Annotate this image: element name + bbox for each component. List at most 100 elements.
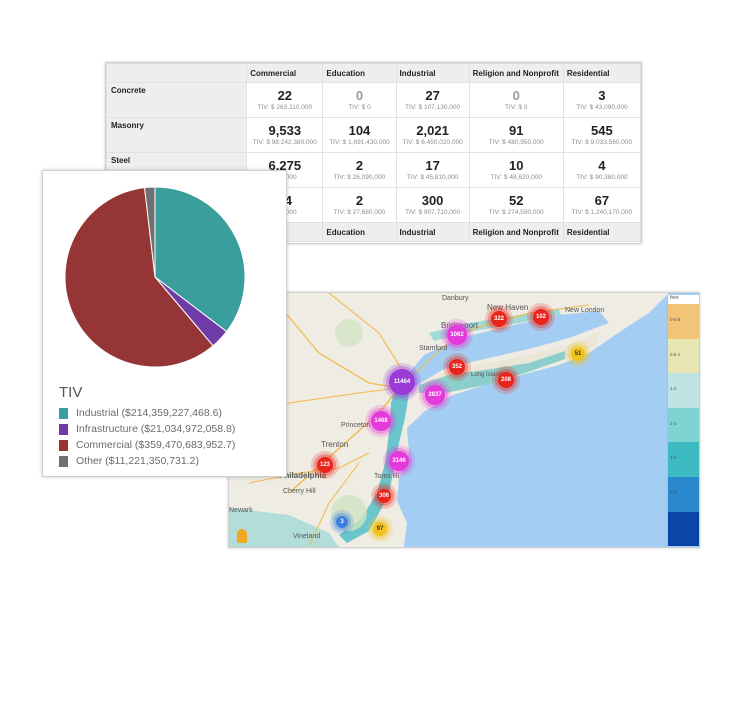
map-cluster-marker[interactable]: 3146 xyxy=(389,451,409,471)
map-label: Newark xyxy=(229,507,253,514)
column-header[interactable]: Religion and Nonprofit xyxy=(468,63,564,83)
cell-tiv: TIV: $ 274,590,000 xyxy=(488,208,544,216)
cell-count: 3 xyxy=(598,87,606,103)
legend-item-other[interactable]: Other ($11,221,350,731.2) xyxy=(59,453,235,469)
scale-band: 3-4 xyxy=(668,442,699,477)
map-cluster-marker[interactable]: 11464 xyxy=(389,369,415,395)
flood-map[interactable]: Danbury New Haven New London Bridgeport … xyxy=(228,292,700,548)
scale-band: 0-0.5 xyxy=(668,304,699,339)
table-cell[interactable]: 2 TIV: $ 27,680,000 xyxy=(322,187,397,223)
table-header-row: Commercial Education Industrial Religion… xyxy=(105,63,642,83)
column-header[interactable]: Education xyxy=(322,63,397,83)
cell-tiv: TIV: $ 6,450,020,000 xyxy=(402,138,463,146)
table-cell[interactable]: 17 TIV: $ 45,810,000 xyxy=(395,152,470,188)
table-cell[interactable]: 52 TIV: $ 274,590,000 xyxy=(468,187,564,223)
cell-tiv: TIV: $ 27,680,000 xyxy=(333,208,386,216)
legend-item-commercial[interactable]: Commercial ($359,470,683,952.7) xyxy=(59,437,235,453)
cell-tiv: TIV: $ 48,620,000 xyxy=(490,173,542,181)
table-cell[interactable]: 0 TIV: $ 0 xyxy=(322,82,397,118)
legend-item-infrastructure[interactable]: Infrastructure ($21,034,972,058.8) xyxy=(59,421,235,437)
column-header[interactable]: Commercial xyxy=(246,63,324,83)
pie-slice-other[interactable] xyxy=(143,186,156,278)
flood-depth-scale: feet 0-0.5 0.5-1 1-2 2-3 3-4 4-5 xyxy=(667,295,699,547)
cell-count: 0 xyxy=(512,87,520,103)
legend-item-industrial[interactable]: Industrial ($214,359,227,468.6) xyxy=(59,405,235,421)
table-cell[interactable]: 3 TIV: $ 43,090,000 xyxy=(562,82,642,118)
map-cluster-marker[interactable]: 208 xyxy=(498,372,514,388)
cell-tiv: TIV: $ 98,242,380,000 xyxy=(252,138,317,146)
map-canvas[interactable] xyxy=(229,293,699,547)
table-cell[interactable]: 67 TIV: $ 1,240,170,000 xyxy=(562,187,642,223)
legend-swatch xyxy=(59,407,68,419)
pie-slice-industrial[interactable] xyxy=(154,186,246,333)
cell-count: 10 xyxy=(508,157,524,173)
scale-band-label: 1-2 xyxy=(670,386,677,392)
map-label: New London xyxy=(565,307,605,314)
table-cell[interactable]: 104 TIV: $ 1,691,430,000 xyxy=(322,117,397,153)
map-cluster-marker[interactable]: 1062 xyxy=(447,325,467,345)
cell-count: 2 xyxy=(355,192,364,208)
column-footer: Industrial xyxy=(395,222,470,242)
map-label: New Haven xyxy=(487,303,529,312)
cell-tiv: TIV: $ 107,130,000 xyxy=(405,103,461,111)
map-cluster-marker[interactable]: 102 xyxy=(533,309,549,325)
scale-band-label: 4-5 xyxy=(670,489,677,495)
cell-tiv: TIV: $ 26,090,000 xyxy=(333,173,386,181)
map-cluster-marker[interactable]: 322 xyxy=(491,311,507,327)
table-cell[interactable]: 91 TIV: $ 480,950,000 xyxy=(468,117,564,153)
table-corner xyxy=(105,63,248,83)
column-header[interactable]: Industrial xyxy=(395,63,470,83)
scale-band: 1-2 xyxy=(668,373,699,408)
table-cell[interactable]: 2 TIV: $ 26,090,000 xyxy=(322,152,397,188)
map-cluster-marker[interactable]: 306 xyxy=(377,489,391,503)
cell-count: 91 xyxy=(508,122,524,138)
cell-tiv: TIV: $ 43,090,000 xyxy=(576,103,628,111)
cell-count: 22 xyxy=(277,87,293,103)
table-row: Concrete 22 TIV: $ 263,110,000 0 TIV: $ 0 27 T… xyxy=(105,82,642,118)
scale-band: 2-3 xyxy=(668,407,699,443)
legend-swatch xyxy=(59,455,68,467)
scale-band: 4-5 xyxy=(668,476,699,512)
scale-unit: feet xyxy=(668,295,699,304)
map-cluster-marker[interactable]: 51 xyxy=(571,347,585,361)
column-header[interactable]: Residential xyxy=(562,63,642,83)
cell-count: 6,275 xyxy=(268,157,302,173)
table-row: Masonry 9,533 TIV: $ 98,242,380,000 104 TIV:… xyxy=(105,117,642,153)
table-cell[interactable]: 27 TIV: $ 107,130,000 xyxy=(395,82,470,118)
cell-tiv: TIV: $ 45,810,000 xyxy=(406,173,459,181)
cell-tiv: TIV: $ 9,033,560,000 xyxy=(571,138,633,146)
scale-band-label: 3-4 xyxy=(670,455,677,461)
cell-tiv: TIV: $ 480,950,000 xyxy=(488,138,544,146)
chart-title: TIV xyxy=(59,384,83,401)
table-cell[interactable]: 4 TIV: $ 90,380,000 xyxy=(562,152,642,188)
map-cluster-marker[interactable]: 97 xyxy=(373,522,387,536)
table-cell[interactable]: 9,533 TIV: $ 98,242,380,000 xyxy=(246,117,324,153)
row-header[interactable]: Masonry xyxy=(105,117,248,153)
cell-count: 545 xyxy=(591,122,613,138)
table-cell[interactable]: 300 TIV: $ 907,710,000 xyxy=(395,187,470,223)
cell-tiv: TIV: $ 1,691,430,000 xyxy=(329,138,390,146)
table-cell[interactable]: 10 TIV: $ 48,620,000 xyxy=(468,152,564,188)
map-cluster-marker[interactable]: 1468 xyxy=(371,411,391,431)
map-cluster-marker[interactable]: 352 xyxy=(449,359,465,375)
map-label: Philadelphia xyxy=(279,471,327,480)
pie-slice-commercial[interactable] xyxy=(64,187,214,368)
map-label: Cherry Hill xyxy=(283,488,316,495)
scale-band-label: 2-3 xyxy=(670,420,677,426)
map-cluster-marker[interactable]: 3 xyxy=(336,516,348,528)
table-cell[interactable]: 545 TIV: $ 9,033,560,000 xyxy=(562,117,642,153)
cell-count: 17 xyxy=(425,157,440,173)
tiv-pie-chart[interactable] xyxy=(60,179,270,379)
column-footer: Religion and Nonprofit xyxy=(468,222,564,242)
map-label: Princeton xyxy=(341,422,371,429)
map-label: Toms Ri xyxy=(374,473,400,480)
cell-tiv: TIV: $ 263,110,000 xyxy=(257,103,313,111)
table-cell[interactable]: 2,021 TIV: $ 6,450,020,000 xyxy=(395,117,470,153)
cell-count: 2 xyxy=(355,157,364,173)
map-cluster-marker[interactable]: 2837 xyxy=(425,385,445,405)
table-cell[interactable]: 0 TIV: $ 0 xyxy=(468,82,564,118)
map-cluster-marker[interactable]: 123 xyxy=(317,457,333,473)
table-cell[interactable]: 22 TIV: $ 263,110,000 xyxy=(246,82,324,118)
row-header[interactable]: Concrete xyxy=(105,82,248,118)
street-view-pegman-icon[interactable] xyxy=(237,529,247,543)
